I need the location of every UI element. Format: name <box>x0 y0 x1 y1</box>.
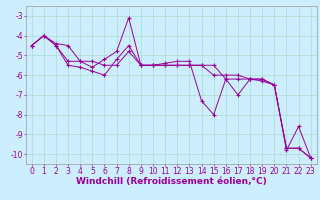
X-axis label: Windchill (Refroidissement éolien,°C): Windchill (Refroidissement éolien,°C) <box>76 177 267 186</box>
